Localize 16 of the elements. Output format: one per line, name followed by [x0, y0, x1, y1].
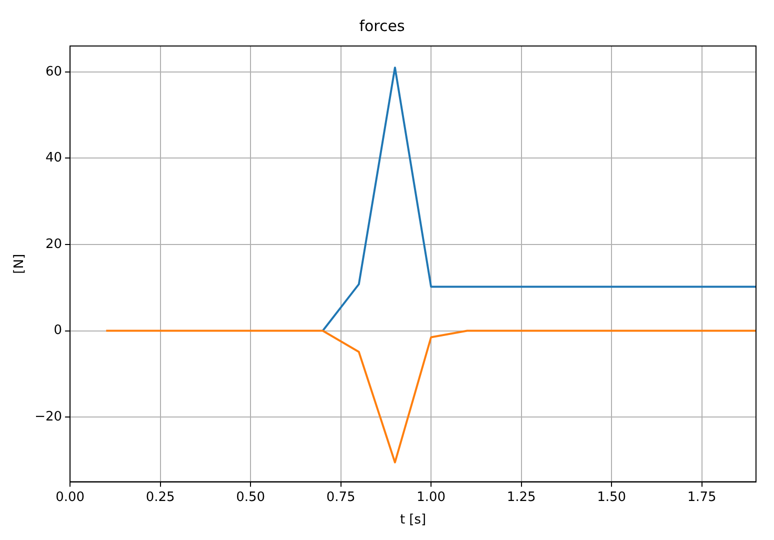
x-tick-label: 1.25: [506, 490, 536, 505]
x-tick-label: 0.50: [236, 490, 266, 505]
x-tick-label: 1.50: [597, 490, 626, 505]
x-tick-label: 0.75: [326, 490, 356, 505]
y-tick-label: 20: [45, 236, 62, 252]
y-tick-label: 40: [45, 150, 62, 166]
y-axis-title: [N]: [12, 254, 28, 274]
y-tick-label: −20: [34, 409, 62, 424]
x-tick-label: 1.00: [416, 490, 446, 505]
x-tick-label: 1.75: [687, 490, 716, 505]
x-tick-label: 0.25: [146, 490, 175, 505]
x-tick-label: 0.00: [56, 490, 85, 505]
y-tick-label: 0: [54, 323, 62, 338]
y-tick-label: 60: [45, 64, 62, 80]
chart-title: forces: [359, 16, 405, 35]
x-axis-title: t [s]: [400, 512, 426, 528]
